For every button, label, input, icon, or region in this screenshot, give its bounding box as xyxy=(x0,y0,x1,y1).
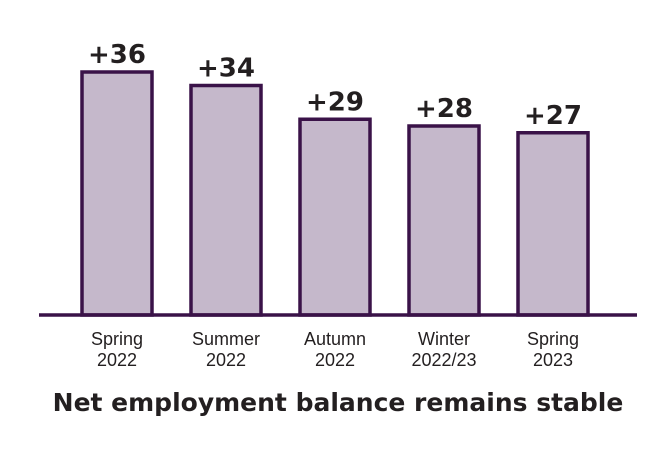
bar-3 xyxy=(407,124,481,317)
tick-label-1-line-0: Summer xyxy=(192,329,260,349)
value-label-2: +29 xyxy=(306,87,364,117)
chart-title: Net employment balance remains stable xyxy=(52,388,624,417)
tick-label-3: Winter 2022/23 xyxy=(411,329,476,370)
tick-label-2-line-0: Autumn xyxy=(304,329,366,349)
value-label-4: +27 xyxy=(524,101,582,131)
tick-label-1: Summer 2022 xyxy=(192,329,260,370)
tick-label-3-line-1: 2022/23 xyxy=(411,350,476,370)
tick-label-4-line-1: 2023 xyxy=(533,350,573,370)
value-label-0: +36 xyxy=(88,40,146,70)
value-labels: +36 +34 +29 +28 +27 xyxy=(88,40,582,131)
tick-label-3-line-0: Winter xyxy=(418,329,470,349)
bar-0 xyxy=(80,70,154,317)
value-label-1: +34 xyxy=(197,54,255,84)
tick-label-2-line-1: 2022 xyxy=(315,350,355,370)
tick-label-0-line-0: Spring xyxy=(91,329,143,349)
tick-label-4: Spring 2023 xyxy=(527,329,579,370)
tick-label-0-line-1: 2022 xyxy=(97,350,137,370)
bar-1 xyxy=(189,83,263,317)
tick-label-4-line-0: Spring xyxy=(527,329,579,349)
value-label-3: +28 xyxy=(415,94,473,124)
bar-2 xyxy=(298,117,372,317)
tick-label-2: Autumn 2022 xyxy=(304,329,366,370)
bar-4 xyxy=(516,131,590,317)
tick-label-0: Spring 2022 xyxy=(91,329,143,370)
bars xyxy=(80,70,590,317)
tick-label-1-line-1: 2022 xyxy=(206,350,246,370)
